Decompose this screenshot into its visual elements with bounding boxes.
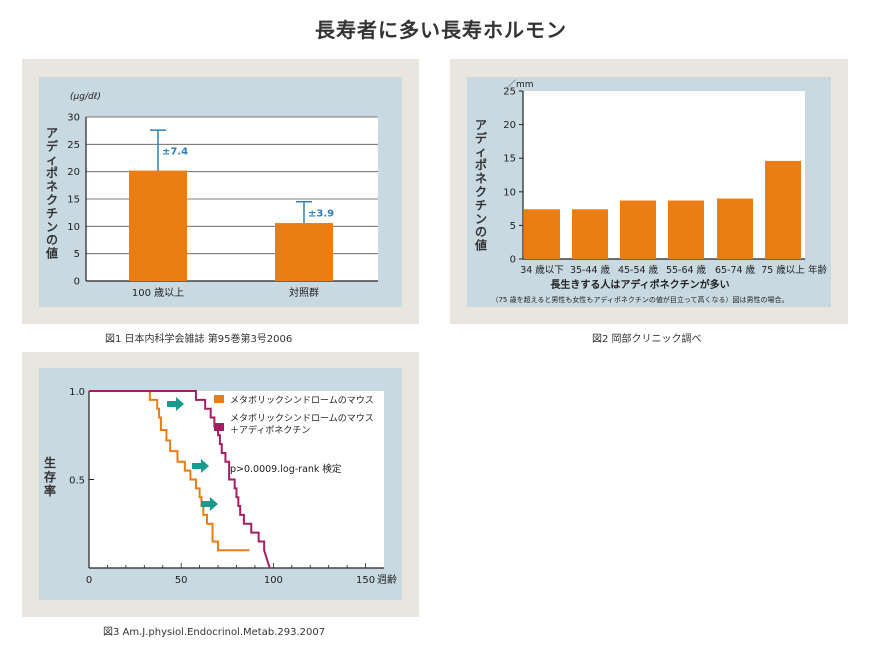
svg-text:ネ: ネ <box>475 172 487 186</box>
y-tick-label: 0 <box>74 277 80 288</box>
y-tick-label: 15 <box>67 195 80 206</box>
note-title: 長生きする人はアディポネクチンが多い <box>550 278 729 291</box>
bar <box>572 209 608 259</box>
svg-text:ィ: ィ <box>475 145 487 159</box>
svg-text:率: 率 <box>44 483 56 498</box>
svg-text:ア: ア <box>46 126 58 140</box>
x-tick-label: 50 <box>175 575 188 586</box>
svg-text:ポ: ポ <box>46 165 58 180</box>
arrow-icon <box>167 397 184 411</box>
y-tick-label: 0 <box>510 255 516 266</box>
x-tick-label: 150 <box>356 575 375 586</box>
plot-area <box>89 391 384 568</box>
bar <box>275 223 333 281</box>
y-tick-label: 10 <box>503 187 516 198</box>
y-tick-label: 10 <box>67 222 80 233</box>
figure2-chart: 0 5 10 15 20 25／mm アディポネクチンの値 34 歳以下 35-44 歳 45-5… <box>467 77 831 307</box>
y-tick-label: 5 <box>74 249 80 260</box>
figure1-panel: 0 5 10 15 20 25 30 (μg/dℓ) アディポネクチンの値 ±7.4 100 歳以上… <box>22 59 419 324</box>
y-tick-label: 1.0 <box>69 387 85 398</box>
x-category-label: 対照群 <box>289 286 319 299</box>
svg-text:ア: ア <box>475 118 487 132</box>
svg-text:生: 生 <box>44 455 56 470</box>
p-value-annotation: p>0.0009.log-rank 検定 <box>230 463 342 475</box>
x-category-label: 100 歳以上 <box>132 287 184 299</box>
page-title: 長寿者に多い長寿ホルモン <box>315 18 567 42</box>
note-subtitle: （75 歳を超えると男性も女性もアディポネクチンの値が目立って高くなる）図は男性… <box>491 295 788 304</box>
x-category-label: 65-74 歳 <box>715 264 756 276</box>
bar <box>668 200 704 259</box>
bar <box>620 200 656 259</box>
survival-curve-1 <box>89 390 250 552</box>
figure3-chart: 1.0 0.5 0 50 100 150 週齢 生存率 メタボリックシンドロームのマウスメタボリ… <box>39 368 402 600</box>
y-tick-label: 20 <box>503 120 516 131</box>
y-tick-label: 25 <box>67 140 80 151</box>
x-category-label: 34 歳以下 <box>520 264 564 276</box>
svg-text:値: 値 <box>474 238 487 253</box>
x-tick-label: 100 <box>264 575 283 586</box>
y-tick-label: 30 <box>67 113 80 124</box>
y-tick-label: 5 <box>510 221 516 232</box>
x-category-label: 75 歳以上 <box>761 264 805 276</box>
survival-curve-2 <box>89 390 271 569</box>
legend-swatch <box>214 395 224 403</box>
legend-label: メタボリックシンドロームのマウス <box>230 395 374 406</box>
y-axis-label: 生存率 <box>43 455 56 498</box>
svg-text:ン: ン <box>475 212 487 226</box>
plot-area <box>523 91 805 259</box>
y-axis-label: アディポネクチンの値 <box>474 118 488 253</box>
svg-text:チ: チ <box>46 206 58 220</box>
figure3-caption: 図3 Am.J.physiol.Endocrinol.Metab.293.200… <box>103 627 326 638</box>
arrow-icon <box>201 497 218 511</box>
y-axis-label: アディポネクチンの値 <box>45 126 59 261</box>
y-unit-label: (μg/dℓ) <box>70 92 101 102</box>
svg-text:存: 存 <box>43 469 56 484</box>
svg-text:ク: ク <box>475 185 487 199</box>
x-category-label: 55-64 歳 <box>666 264 707 276</box>
x-category-label: 45-54 歳 <box>618 264 659 276</box>
svg-text:チ: チ <box>475 198 487 212</box>
x-tick-label: 0 <box>86 575 92 586</box>
figure2-panel: 0 5 10 15 20 25 ／mm アディポネクチンの値 34 歳以下 35-44 歳 45-5… <box>450 59 848 324</box>
svg-text:値: 値 <box>45 246 58 261</box>
svg-text:デ: デ <box>475 130 488 145</box>
bar <box>765 160 801 259</box>
legend-label: メタボリックシンドロームのマウス＋アディポネクチン <box>230 413 374 436</box>
svg-text:ィ: ィ <box>46 153 58 167</box>
error-label: ±3.9 <box>308 208 334 219</box>
arrow-icon <box>192 459 209 473</box>
svg-text:ン: ン <box>46 220 58 234</box>
svg-text:ポ: ポ <box>475 157 487 172</box>
svg-text:の: の <box>475 225 487 239</box>
error-label: ±7.4 <box>162 146 188 157</box>
y-tick-label: 0.5 <box>69 476 85 487</box>
figure1-caption: 図1 日本内科学会雑誌 第95巻第3号2006 <box>105 334 293 345</box>
y-tick-label: 20 <box>67 167 80 178</box>
bar <box>129 170 187 281</box>
svg-text:の: の <box>46 233 58 247</box>
figure2-caption: 図2 岡部クリニック調べ <box>592 334 702 345</box>
y-unit-label: ／mm <box>507 79 534 90</box>
bar <box>717 198 753 259</box>
y-tick-label: 25 <box>503 87 516 98</box>
x-category-label: 35-44 歳 <box>570 264 611 276</box>
figure3-panel: 1.0 0.5 0 50 100 150 週齢 生存率 メタボリックシンドロームのマウスメタボリ… <box>22 352 419 617</box>
svg-text:ネ: ネ <box>46 180 58 194</box>
figure1-chart: 0 5 10 15 20 25 30 (μg/dℓ) アディポネクチンの値 ±7.4 100 歳以上… <box>39 77 402 307</box>
y-tick-label: 15 <box>503 154 516 165</box>
bar <box>524 209 560 259</box>
legend-swatch <box>214 423 224 431</box>
svg-text:ク: ク <box>46 193 58 207</box>
svg-text:デ: デ <box>46 138 59 153</box>
x-unit-label: 週齢 <box>377 573 397 586</box>
x-unit-label: 年齢 <box>808 264 828 276</box>
